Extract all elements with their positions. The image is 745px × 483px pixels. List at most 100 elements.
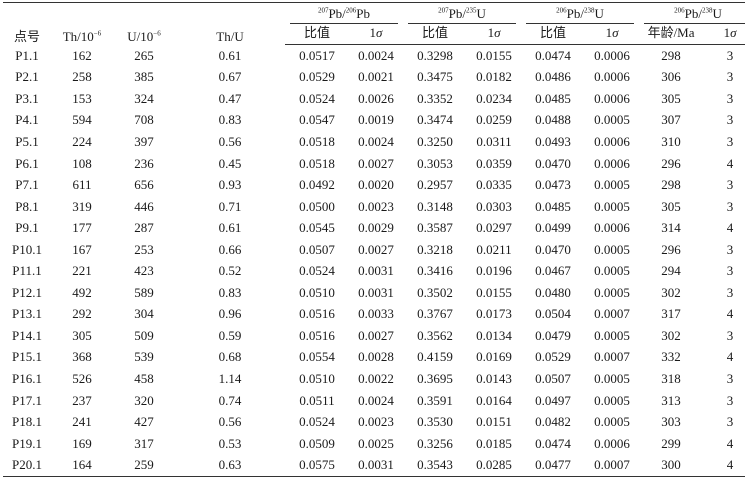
table-row: P1.1 162 265 0.61 0.0517 0.0024 0.3298 0.0155 0.…	[3, 45, 745, 67]
cell-age: 314	[661, 220, 681, 236]
table-row: P7.1 611 656 0.93 0.0492 0.0020 0.2957 0.0335 0.…	[3, 174, 745, 196]
cell-pb206-u238-sigma: 0.0005	[594, 263, 630, 279]
table-row: P17.1 237 320 0.74 0.0511 0.0024 0.3591 0.0164 0…	[3, 390, 745, 412]
sigma-symbol: σ	[730, 25, 737, 41]
cell-age: 296	[661, 241, 681, 257]
table-row: P9.1 177 287 0.61 0.0545 0.0029 0.3587 0.0297 0.…	[3, 217, 745, 239]
cell-thu: 0.53	[218, 435, 242, 451]
table-row: P13.1 292 304 0.96 0.0516 0.0033 0.3767 0.0173 0…	[3, 304, 745, 326]
table-row: P20.1 164 259 0.63 0.0575 0.0031 0.3543 0.0285 0…	[3, 454, 745, 477]
cell-thu: 0.45	[218, 155, 242, 171]
cell-age-sigma: 3	[726, 414, 734, 430]
header-thu: Th/U	[175, 2, 285, 45]
iso-element-u: U	[476, 5, 486, 21]
subheader-ratio: 比值	[403, 23, 468, 45]
sigma-prefix: 1	[605, 25, 613, 41]
cell-pb207-u235-sigma: 0.0297	[476, 220, 512, 236]
subheader-sigma: 1σ	[703, 23, 745, 45]
cell-pb206-u238-ratio: 0.0493	[535, 133, 571, 149]
cell-age: 306	[661, 69, 681, 85]
header-u: U/10−6	[113, 2, 175, 45]
header-group-age-pb206-u238: 206Pb/238U	[639, 2, 745, 24]
cell-pb207-pb206-ratio: 0.0510	[299, 370, 335, 386]
cell-thu: 0.47	[218, 90, 242, 106]
header-group-pb207-u235: 207Pb/235U	[403, 2, 522, 24]
cell-pb207-pb206-ratio: 0.0518	[299, 155, 335, 171]
cell-point: P6.1	[15, 155, 39, 171]
cell-pb206-u238-sigma: 0.0005	[594, 370, 630, 386]
iso-mass-206: 206	[674, 6, 685, 15]
cell-point: P9.1	[15, 220, 39, 236]
cell-pb207-pb206-ratio: 0.0524	[299, 414, 335, 430]
cell-pb206-u238-sigma: 0.0006	[594, 133, 630, 149]
cell-point: P8.1	[15, 198, 39, 214]
cell-th: 224	[72, 133, 92, 149]
header-th-exponent: −6	[93, 29, 102, 38]
cell-age: 307	[661, 112, 681, 128]
table-row: P4.1 594 708 0.83 0.0547 0.0019 0.3474 0.0259 0.…	[3, 110, 745, 132]
cell-pb207-pb206-sigma: 0.0031	[349, 454, 404, 477]
cell-pb206-u238-sigma: 0.0005	[594, 327, 630, 343]
cell-age: 298	[661, 177, 681, 193]
iso-mass-235: 235	[465, 6, 477, 15]
cell-th: 319	[72, 198, 92, 214]
cell-pb207-pb206-ratio: 0.0517	[299, 47, 335, 63]
cell-pb207-u235-sigma: 0.0164	[476, 392, 512, 408]
cell-thu: 0.96	[218, 306, 242, 322]
cell-u: 253	[134, 241, 154, 257]
cell-pb207-u235-sigma: 0.0285	[467, 454, 522, 477]
cell-u: 259	[113, 454, 175, 477]
header-group-age-label: 206Pb/238U	[643, 5, 745, 24]
cell-thu: 1.14	[218, 370, 242, 386]
cell-point: P11.1	[12, 263, 42, 279]
sigma-prefix: 1	[369, 25, 377, 41]
cell-thu: 0.63	[175, 454, 285, 477]
cell-u: 236	[134, 155, 154, 171]
cell-age-sigma: 4	[726, 349, 734, 365]
cell-age: 313	[661, 392, 681, 408]
cell-th: 177	[72, 220, 92, 236]
cell-age-sigma: 4	[726, 435, 734, 451]
cell-pb207-u235-sigma: 0.0335	[476, 177, 512, 193]
iso-element-pb: Pb/	[566, 5, 584, 21]
cell-pb207-pb206-ratio: 0.0518	[299, 133, 335, 149]
cell-pb206-u238-ratio: 0.0477	[521, 454, 586, 477]
cell-thu: 0.71	[218, 198, 242, 214]
cell-point: P1.1	[15, 47, 39, 63]
cell-pb206-u238-sigma: 0.0007	[594, 306, 630, 322]
table-row: P5.1 224 397 0.56 0.0518 0.0024 0.3250 0.0311 0.…	[3, 131, 745, 153]
iso-mass-207: 207	[438, 6, 449, 15]
iso-element-u: U	[712, 5, 722, 21]
cell-point: P18.1	[12, 414, 42, 430]
cell-pb206-u238-ratio: 0.0474	[535, 435, 571, 451]
table-body: P1.1 162 265 0.61 0.0517 0.0024 0.3298 0.0155 0.…	[3, 45, 745, 477]
cell-th: 167	[72, 241, 92, 257]
cell-pb207-u235-ratio: 0.3474	[417, 112, 453, 128]
cell-pb206-u238-sigma: 0.0005	[594, 414, 630, 430]
cell-point: P17.1	[12, 392, 42, 408]
cell-thu: 0.56	[218, 133, 242, 149]
cell-th: 368	[72, 349, 92, 365]
sigma-prefix: 1	[723, 25, 731, 41]
iso-element-pb: Pb/	[684, 5, 703, 21]
subheader-ratio: 比值	[521, 23, 586, 45]
cell-thu: 0.83	[218, 112, 242, 128]
cell-age: 300	[639, 454, 704, 477]
iso-mass-207: 207	[317, 6, 329, 15]
cell-u: 320	[134, 392, 154, 408]
table-row: P16.1 526 458 1.14 0.0510 0.0022 0.3695 0.0143 0…	[3, 368, 745, 390]
cell-pb206-u238-sigma: 0.0005	[594, 112, 630, 128]
header-u-label: U/10	[127, 28, 154, 44]
cell-pb207-pb206-sigma: 0.0033	[358, 306, 394, 322]
cell-pb207-pb206-sigma: 0.0029	[358, 220, 394, 236]
cell-age-sigma: 4	[726, 155, 734, 171]
cell-pb207-pb206-sigma: 0.0024	[358, 133, 394, 149]
cell-pb206-u238-ratio: 0.0488	[535, 112, 571, 128]
cell-age: 317	[661, 306, 681, 322]
cell-pb207-pb206-sigma: 0.0024	[358, 392, 394, 408]
cell-pb207-pb206-ratio: 0.0545	[299, 220, 335, 236]
cell-pb206-u238-sigma: 0.0006	[594, 47, 630, 63]
cell-pb207-u235-sigma: 0.0155	[476, 284, 512, 300]
cell-u: 324	[134, 90, 154, 106]
cell-pb207-pb206-ratio: 0.0492	[299, 177, 335, 193]
